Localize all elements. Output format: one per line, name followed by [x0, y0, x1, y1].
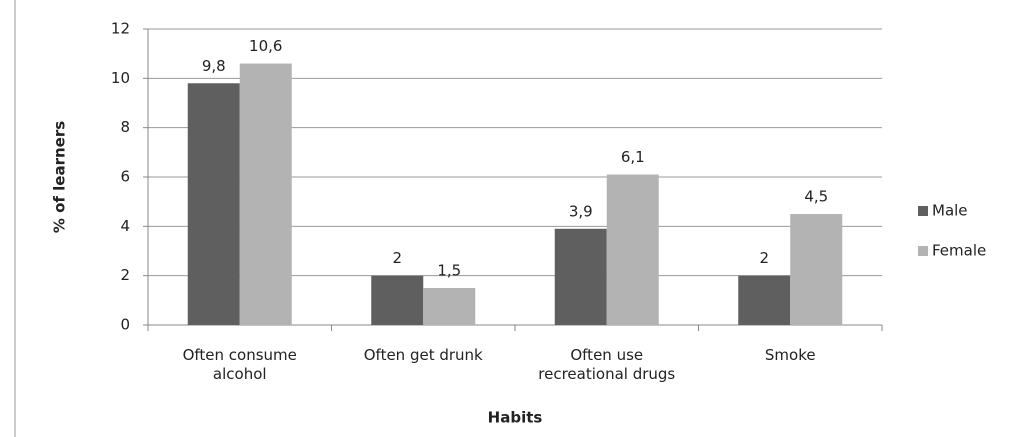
data-label: 1,5 [437, 262, 461, 280]
y-tick-label: 6 [120, 168, 130, 186]
y-tick-label: 12 [111, 20, 130, 38]
bar [790, 214, 843, 325]
data-label: 9,8 [202, 57, 226, 75]
y-tick-label: 10 [111, 69, 130, 87]
data-label: 2 [759, 249, 769, 267]
x-tick-label: Often use recreational drugs [538, 346, 676, 383]
data-label: 4,5 [804, 188, 828, 206]
y-tick-label: 2 [120, 266, 130, 284]
data-label: 3,9 [569, 202, 593, 220]
bar [187, 83, 240, 326]
y-axis-title: % of learners [51, 121, 69, 233]
x-tick-label: Often get drunk [363, 346, 483, 364]
bar [371, 275, 424, 325]
legend-label: Male [932, 202, 968, 220]
legend-swatch [918, 246, 928, 256]
y-tick-label: 0 [120, 316, 130, 334]
data-label: 2 [392, 249, 402, 267]
y-tick-label: 8 [120, 118, 130, 136]
legend-label: Female [932, 242, 986, 260]
bar [606, 174, 659, 325]
x-axis-title: Habits [488, 409, 543, 427]
bar [738, 275, 791, 325]
y-tick-label: 4 [120, 217, 130, 235]
x-tick-label: Smoke [764, 346, 816, 364]
bar [423, 288, 476, 325]
bar [554, 228, 607, 325]
bar [239, 63, 292, 326]
legend-swatch [918, 206, 928, 216]
data-label: 6,1 [621, 148, 645, 166]
x-tick-label: Often consume alcohol [182, 346, 297, 383]
data-label: 10,6 [249, 37, 282, 55]
